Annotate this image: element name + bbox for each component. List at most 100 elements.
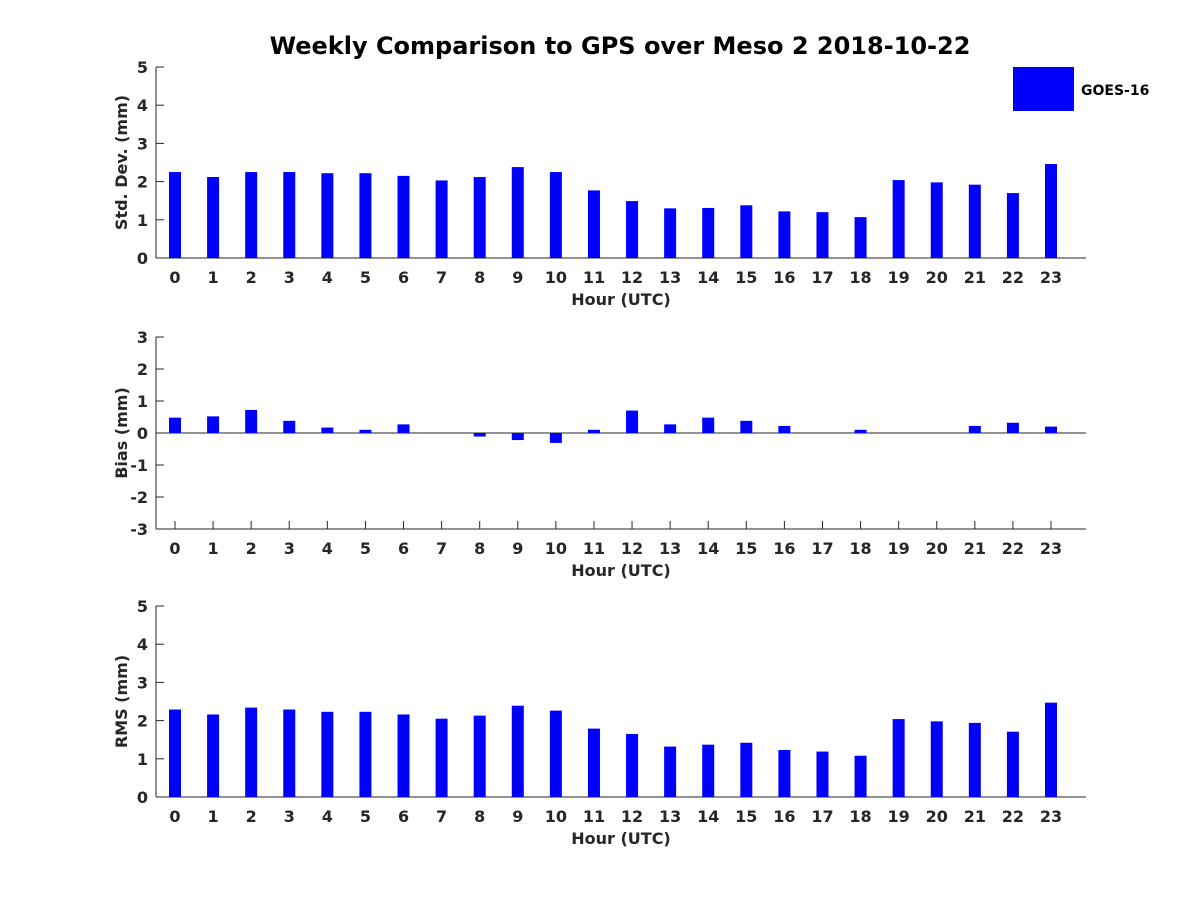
std-bar-hour-7 <box>435 180 448 258</box>
bias-bar-hour-4 <box>321 427 334 433</box>
std-bar-hour-9 <box>511 167 524 258</box>
rms-xtick-label: 0 <box>169 807 180 826</box>
std-x-axis-label: Hour (UTC) <box>571 290 671 309</box>
bias-bar-hour-21 <box>968 425 981 433</box>
bias-xtick-label: 12 <box>621 539 643 558</box>
rms-xtick-label: 3 <box>284 807 295 826</box>
bias-xtick-label: 20 <box>926 539 948 558</box>
rms-xtick-label: 14 <box>697 807 719 826</box>
bias-y-axis-label: Bias (mm) <box>112 387 131 479</box>
std-bar-hour-5 <box>359 173 372 258</box>
legend: GOES-16 <box>1013 67 1149 111</box>
bias-ytick-label: 3 <box>137 328 148 347</box>
bias-xtick-label: 22 <box>1002 539 1024 558</box>
bias-bar-hour-8 <box>473 433 486 437</box>
rms-xtick-label: 21 <box>964 807 986 826</box>
rms-bar-hour-21 <box>968 722 981 797</box>
std-ytick-label: 0 <box>137 249 148 268</box>
rms-xtick-label: 15 <box>735 807 757 826</box>
std-bar-hour-16 <box>778 211 791 258</box>
rms-xtick-label: 17 <box>811 807 833 826</box>
bias-xtick-label: 14 <box>697 539 719 558</box>
std-bar-hour-23 <box>1045 164 1057 258</box>
bias-xtick-label: 1 <box>208 539 219 558</box>
rms-bar-hour-6 <box>397 714 410 797</box>
bias-bar-hour-23 <box>1045 426 1057 433</box>
bias-bar-hour-5 <box>359 429 372 433</box>
rms-ytick-label: 1 <box>137 750 148 769</box>
std-ytick-label: 4 <box>137 96 148 115</box>
std-xtick-label: 6 <box>398 268 409 287</box>
rms-ytick-label: 3 <box>137 673 148 692</box>
std-xtick-label: 13 <box>659 268 681 287</box>
rms-bar-hour-7 <box>435 718 448 797</box>
rms-bar-hour-15 <box>740 742 753 797</box>
rms-xtick-label: 19 <box>888 807 910 826</box>
std-xtick-label: 14 <box>697 268 719 287</box>
std-bar-hour-12 <box>626 201 639 258</box>
std-y-axis-label: Std. Dev. (mm) <box>112 95 131 230</box>
std-xtick-label: 20 <box>926 268 948 287</box>
bias-xtick-label: 15 <box>735 539 757 558</box>
std-xtick-label: 4 <box>322 268 333 287</box>
bias-xtick-label: 13 <box>659 539 681 558</box>
rms-bar-hour-0 <box>169 709 181 797</box>
rms-xtick-label: 18 <box>849 807 871 826</box>
rms-bar-hour-13 <box>664 746 677 797</box>
rms-xtick-label: 12 <box>621 807 643 826</box>
bias-ytick-label: -3 <box>130 520 148 539</box>
rms-bar-hour-10 <box>549 710 562 797</box>
bias-bar-hour-1 <box>207 416 220 433</box>
bias-xtick-label: 18 <box>849 539 871 558</box>
bias-bar-hour-0 <box>169 417 181 433</box>
bias-xtick-label: 21 <box>964 539 986 558</box>
bias-bar-hour-6 <box>397 424 410 433</box>
bias-bar-hour-11 <box>587 429 600 433</box>
std-xtick-label: 18 <box>849 268 871 287</box>
bias-bar-hour-10 <box>549 433 562 443</box>
std-bar-hour-8 <box>473 177 486 258</box>
rms-bar-hour-2 <box>245 707 258 797</box>
rms-xtick-label: 4 <box>322 807 333 826</box>
rms-ytick-label: 2 <box>137 712 148 731</box>
rms-xtick-label: 16 <box>773 807 795 826</box>
bias-xtick-label: 8 <box>474 539 485 558</box>
rms-bar-hour-3 <box>283 709 296 797</box>
std-xtick-label: 12 <box>621 268 643 287</box>
rms-bar-hour-9 <box>511 705 524 797</box>
std-xtick-label: 2 <box>246 268 257 287</box>
bias-bar-hour-16 <box>778 425 791 433</box>
rms-xtick-label: 2 <box>246 807 257 826</box>
rms-bar-hour-22 <box>1006 731 1019 797</box>
bias-ytick-label: -2 <box>130 488 148 507</box>
rms-ytick-label: 0 <box>137 788 148 807</box>
rms-xtick-label: 8 <box>474 807 485 826</box>
bias-bar-hour-9 <box>511 433 524 441</box>
std-xtick-label: 16 <box>773 268 795 287</box>
std-xtick-label: 11 <box>583 268 605 287</box>
rms-ytick-label: 5 <box>137 597 148 616</box>
bias-bar-hour-2 <box>245 409 258 433</box>
rms-x-axis-label: Hour (UTC) <box>571 829 671 848</box>
bias-bar-hour-13 <box>664 424 677 433</box>
bias-bar-hour-14 <box>702 417 715 433</box>
std-xtick-label: 9 <box>512 268 523 287</box>
bias-xtick-label: 23 <box>1040 539 1062 558</box>
rms-bar-hour-8 <box>473 715 486 797</box>
bias-bar-hour-15 <box>740 420 753 433</box>
bias-xtick-label: 9 <box>512 539 523 558</box>
rms-xtick-label: 13 <box>659 807 681 826</box>
std-bar-hour-20 <box>930 182 943 258</box>
bias-xtick-label: 7 <box>436 539 447 558</box>
bias-xtick-label: 3 <box>284 539 295 558</box>
std-xtick-label: 22 <box>1002 268 1024 287</box>
rms-bar-hour-11 <box>587 728 600 797</box>
rms-bar-hour-17 <box>816 751 829 797</box>
std-ytick-label: 3 <box>137 134 148 153</box>
std-bar-hour-2 <box>245 172 258 258</box>
std-bar-hour-1 <box>207 177 220 258</box>
std-bar-hour-18 <box>854 217 867 258</box>
std-ytick-label: 5 <box>137 58 148 77</box>
